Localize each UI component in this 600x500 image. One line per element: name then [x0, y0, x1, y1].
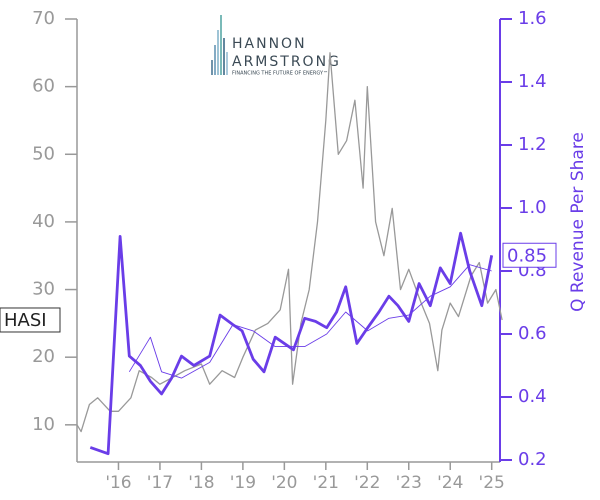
logo-text: HANNON: [232, 36, 307, 52]
x-tick-label: '21: [313, 473, 339, 493]
x-tick-label: '20: [271, 473, 297, 493]
y2-tick-label: 1.0: [518, 197, 547, 218]
y-tick-label: 30: [32, 279, 55, 300]
y-tick-label: 20: [32, 346, 55, 367]
value-label: 0.85: [507, 245, 547, 266]
y-tick-label: 10: [32, 414, 55, 435]
x-tick-label: '19: [230, 473, 256, 493]
y2-axis-label: Q Revenue Per Share: [568, 132, 588, 312]
x-tick-label: '17: [147, 473, 173, 493]
y2-tick-label: 0.4: [518, 386, 547, 407]
y2-tick-label: 0.6: [518, 323, 547, 344]
y2-tick-label: 1.4: [518, 71, 547, 92]
x-tick-label: '18: [188, 473, 214, 493]
price-label-box: [0, 307, 61, 333]
price-label: HASI: [4, 310, 47, 331]
x-tick-label: '23: [396, 473, 422, 493]
series-line: [89, 231, 494, 456]
series-line: [128, 264, 492, 379]
y2-tick-label: 1.2: [518, 134, 547, 155]
y-tick-label: 70: [32, 8, 55, 29]
y-tick-label: 60: [32, 76, 55, 97]
x-tick-label: '22: [354, 473, 380, 493]
series-line: [76, 52, 503, 433]
logo-text: ARMSTRONG: [232, 54, 341, 70]
y-tick-label: 50: [32, 143, 55, 164]
x-tick-label: '24: [437, 473, 463, 493]
value-label-box: [502, 242, 557, 268]
x-tick-label: '25: [479, 473, 505, 493]
x-tick-label: '16: [105, 473, 131, 493]
y2-tick-label: 1.6: [518, 8, 547, 29]
logo-tagline: FINANCING THE FUTURE OF ENERGY™: [232, 71, 328, 77]
y-tick-label: 40: [32, 211, 55, 232]
y2-tick-label: 0.2: [518, 449, 547, 470]
logo: HANNON ARMSTRONG FINANCING THE FUTURE OF…: [211, 15, 341, 77]
